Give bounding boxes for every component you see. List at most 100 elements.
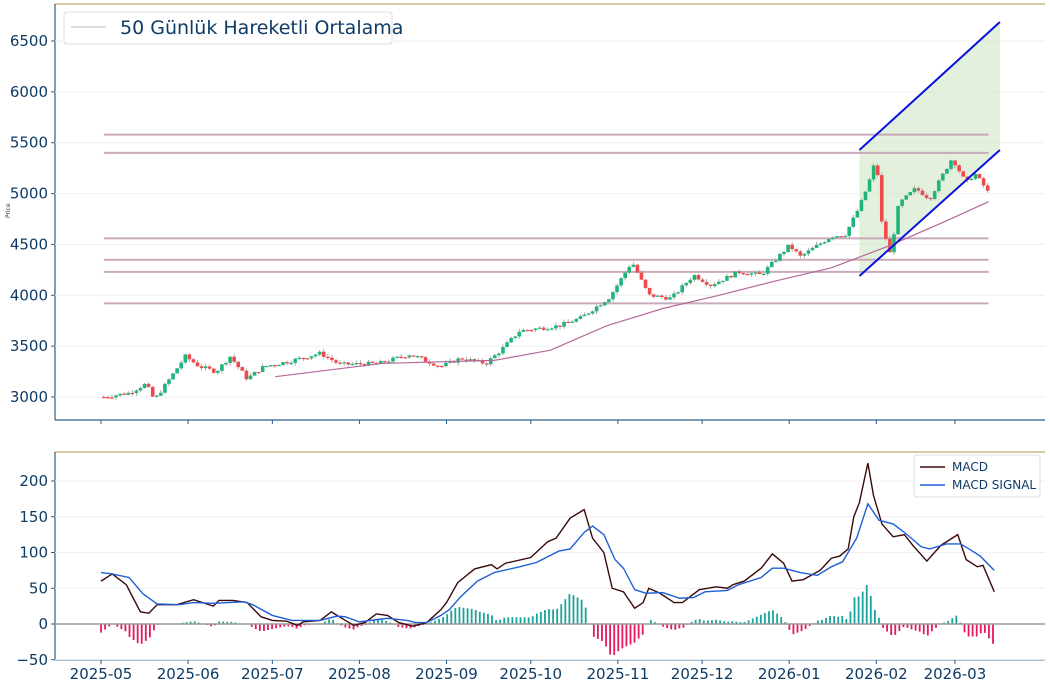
candle-body — [228, 356, 232, 363]
moving-average-legend-label: 50 Günlük Hareketli Ortalama — [120, 17, 403, 39]
macd-histogram-bar — [519, 617, 522, 624]
macd-ytick-label: 150 — [19, 508, 48, 526]
macd-histogram-bar — [544, 610, 546, 624]
candle-body — [973, 174, 978, 179]
macd-histogram-bar — [344, 624, 347, 628]
candle-body — [273, 365, 277, 367]
candle-body — [301, 357, 306, 360]
macd-histogram-bar — [882, 624, 884, 628]
candle-body — [252, 371, 257, 376]
price-ytick-label: 6000 — [10, 83, 48, 101]
candle-body — [456, 358, 460, 363]
candle-body — [753, 272, 758, 274]
xtick-label: 2025-12 — [671, 665, 734, 683]
candle-body — [114, 395, 118, 398]
macd-histogram-bar — [352, 624, 355, 630]
candle-body — [403, 357, 408, 359]
macd-histogram-bar — [906, 624, 909, 628]
macd-histogram-bar — [100, 624, 102, 633]
xtick-label: 2025-05 — [70, 665, 133, 683]
macd-histogram-bar — [678, 624, 681, 629]
candle-body — [761, 273, 766, 275]
candle-body — [216, 370, 220, 373]
candle-body — [611, 292, 615, 300]
candle-body — [867, 179, 872, 192]
candle-body — [839, 236, 843, 238]
xtick-label: 2025-10 — [499, 665, 562, 683]
macd-histogram-bar — [503, 617, 506, 624]
candle-body — [163, 383, 167, 393]
candle-body — [774, 260, 778, 262]
macd-histogram-bar — [193, 621, 196, 624]
macd-histogram-bar — [527, 617, 530, 624]
candle-body — [818, 243, 823, 245]
candle-body — [513, 336, 517, 339]
candle-body — [827, 239, 831, 243]
macd-histogram-bar — [739, 622, 742, 624]
candle-body — [545, 329, 550, 331]
candle-body — [741, 273, 746, 275]
macd-histogram-bar — [641, 624, 644, 635]
macd-histogram-bar — [218, 621, 221, 624]
macd-histogram-bar — [263, 624, 265, 631]
candle-body — [106, 397, 110, 399]
xtick-label: 2025-08 — [328, 665, 391, 683]
macd-histogram-bar — [922, 624, 925, 635]
macd-histogram-bar — [869, 595, 872, 624]
candle-body — [684, 283, 689, 286]
candle-body — [501, 347, 505, 354]
candle-body — [142, 383, 147, 389]
macd-histogram-bar — [328, 619, 330, 624]
macd-ytick-label: 100 — [19, 544, 48, 562]
candle-body — [920, 190, 925, 196]
macd-histogram-bar — [865, 585, 868, 624]
candle-body — [488, 358, 493, 365]
candle-body — [171, 373, 175, 380]
macd-histogram-bar — [189, 621, 192, 624]
macd-histogram-bar — [254, 624, 257, 630]
macd-histogram-bar — [291, 624, 294, 628]
candle-body — [277, 364, 281, 367]
candle-body — [317, 351, 322, 355]
candle-body — [602, 302, 607, 306]
macd-histogram-bar — [821, 619, 823, 624]
macd-histogram-bar — [886, 624, 888, 632]
candle-body — [281, 362, 285, 365]
candle-body — [102, 397, 106, 399]
candle-body — [187, 354, 192, 360]
macd-signal-line — [100, 502, 995, 624]
candle-body — [346, 362, 350, 365]
macd-histogram-bar — [592, 624, 595, 637]
candle-body — [859, 200, 864, 211]
candle-body — [207, 366, 212, 369]
macd-histogram-bar — [955, 615, 958, 624]
candle-body — [798, 251, 803, 256]
candle-body — [590, 311, 595, 314]
candle-body — [313, 354, 318, 357]
candle-body — [378, 361, 383, 364]
candle-body — [431, 363, 436, 366]
macd-histogram-bar — [902, 624, 905, 628]
candle-body — [293, 358, 298, 363]
macd-panel: −50 0 50 100 150 200 2025-05 2025-06 2025-07 2025… — [16, 451, 1045, 683]
candle-body — [309, 356, 314, 359]
macd-histogram-bar — [743, 622, 746, 624]
macd-histogram-bar — [153, 624, 155, 631]
candle-body — [769, 261, 774, 267]
candle-body — [957, 165, 961, 172]
macd-histogram-bar — [132, 624, 135, 641]
candle-body — [391, 357, 395, 362]
candle-body — [908, 192, 913, 196]
candle-body — [415, 356, 420, 358]
macd-histogram-bar — [918, 624, 921, 632]
macd-histogram-bar — [764, 613, 766, 624]
candle-body — [550, 328, 554, 330]
macd-histogram-bar — [584, 607, 587, 624]
macd-histogram-bar — [287, 624, 290, 627]
macd-histogram-bar — [531, 616, 534, 624]
macd-histogram-bar — [788, 624, 791, 630]
macd-histogram-bar — [507, 617, 510, 624]
macd-histogram-bar — [438, 619, 440, 624]
macd-histogram-bar — [784, 622, 787, 624]
macd-histogram-bar — [613, 624, 616, 656]
